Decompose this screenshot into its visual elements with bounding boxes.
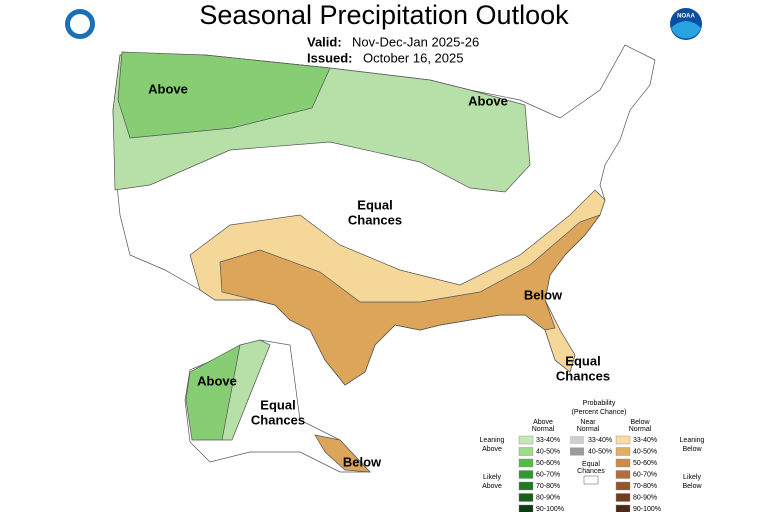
legend-swatch xyxy=(518,481,534,491)
legend-column: Below xyxy=(630,419,650,426)
legend-range: 40-50% xyxy=(633,448,657,455)
legend-column: Normal xyxy=(532,426,555,433)
map-label: Above xyxy=(197,373,237,388)
map-label: Above xyxy=(468,93,508,108)
issued-label: Issued: xyxy=(307,50,353,65)
legend-title: Probability xyxy=(583,400,616,407)
legend-range: 80-90% xyxy=(633,494,657,501)
legend-swatch xyxy=(570,436,584,444)
legend-swatch xyxy=(518,504,534,512)
noaa-logo: NOAA xyxy=(670,8,702,40)
legend-range: 80-90% xyxy=(536,494,560,501)
legend-swatch xyxy=(518,458,534,468)
legend-range: 50-60% xyxy=(536,460,560,467)
legend-range: 70-80% xyxy=(536,483,560,490)
legend-swatch xyxy=(615,470,631,479)
legend-swatch xyxy=(615,447,631,456)
legend-column: Near xyxy=(580,419,596,426)
valid-text: Nov-Dec-Jan 2025-26 xyxy=(352,34,479,49)
map-label: Above xyxy=(148,81,188,96)
legend-swatch xyxy=(518,470,534,479)
legend-equal: Chances xyxy=(577,468,605,475)
legend-equal: Equal xyxy=(582,461,600,468)
legend-side: Above xyxy=(482,483,502,490)
legend-side: Likely xyxy=(483,474,501,481)
legend-range: 90-100% xyxy=(633,506,661,512)
map-label: Equal xyxy=(565,353,600,368)
title: Seasonal Precipitation Outlook xyxy=(199,0,569,30)
issued-text: October 16, 2025 xyxy=(363,50,463,65)
legend-side: Below xyxy=(682,483,702,490)
map-label: Chances xyxy=(348,212,402,227)
map-label: Equal xyxy=(357,197,392,212)
legend-swatch xyxy=(615,504,631,512)
conus-map xyxy=(112,44,656,473)
legend-range: 70-80% xyxy=(633,483,657,490)
legend-column: Normal xyxy=(577,426,600,433)
legend-range: 90-100% xyxy=(536,506,564,512)
map-label: Below xyxy=(343,454,382,469)
legend-range: 33-40% xyxy=(633,437,657,444)
legend-side: Likely xyxy=(683,474,701,481)
legend-side: Below xyxy=(682,446,702,453)
legend-side: Above xyxy=(482,446,502,453)
legend-swatch xyxy=(518,435,534,445)
legend-side: Leaning xyxy=(480,437,505,444)
legend-range: 40-50% xyxy=(588,448,612,455)
legend-swatch xyxy=(615,481,631,491)
legend-swatch xyxy=(615,435,631,445)
legend-swatch xyxy=(570,447,584,456)
commerce-logo xyxy=(65,9,95,39)
legend-range: 33-40% xyxy=(536,437,560,444)
legend-range: 40-50% xyxy=(536,448,560,455)
map-label: Chances xyxy=(251,412,305,427)
legend-range: 60-70% xyxy=(633,471,657,478)
legend-swatch xyxy=(518,493,534,502)
legend-swatch xyxy=(615,493,631,502)
legend-swatch xyxy=(518,447,534,456)
legend-range: 33-40% xyxy=(588,437,612,444)
legend-column: Normal xyxy=(629,426,652,433)
legend-title: (Percent Chance) xyxy=(572,409,627,416)
legend-column: Above xyxy=(533,419,553,426)
valid-label: Valid: xyxy=(307,34,342,49)
legend-range: 60-70% xyxy=(536,471,560,478)
map-label: Chances xyxy=(556,368,610,383)
legend-swatch xyxy=(615,458,631,468)
noaa-text: NOAA xyxy=(677,14,695,20)
legend-side: Leaning xyxy=(680,437,705,444)
map-label: Equal xyxy=(260,397,295,412)
legend-swatch xyxy=(583,475,599,485)
legend-range: 50-60% xyxy=(633,460,657,467)
map-label: Below xyxy=(524,287,563,302)
